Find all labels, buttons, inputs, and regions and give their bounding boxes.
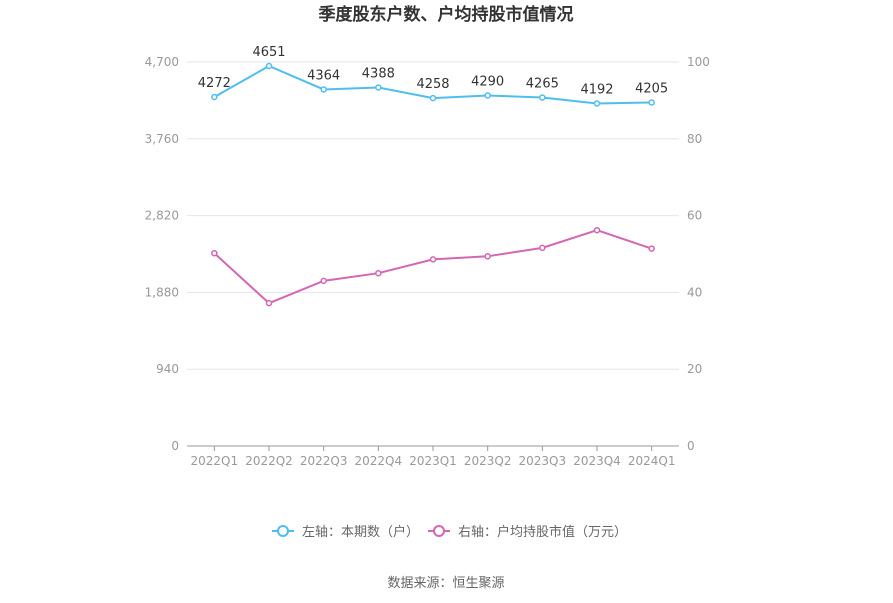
data-label: 4205: [635, 81, 668, 96]
data-label: 4258: [416, 77, 449, 92]
data-point[interactable]: [211, 249, 218, 257]
x-tick-label: 2022Q3: [300, 454, 348, 468]
legend-label: 左轴：本期数（户）: [302, 524, 419, 540]
y-right-tick-label: 100: [687, 55, 710, 69]
y-left-tick-label: 0: [171, 439, 179, 453]
data-label: 4290: [471, 74, 504, 89]
x-tick-label: 2022Q4: [355, 454, 403, 468]
data-point[interactable]: [375, 84, 382, 91]
data-point[interactable]: [484, 253, 491, 260]
data-point[interactable]: [429, 256, 437, 263]
data-point[interactable]: [265, 62, 273, 70]
data-label: 4364: [307, 68, 340, 83]
x-tick-label: 2023Q3: [519, 454, 567, 468]
data-point[interactable]: [539, 94, 546, 101]
x-tick-label: 2024Q1: [628, 454, 676, 468]
data-point[interactable]: [320, 86, 327, 93]
data-point[interactable]: [648, 99, 655, 106]
legend-marker: [433, 525, 445, 537]
data-point[interactable]: [484, 92, 491, 99]
data-point[interactable]: [593, 226, 601, 234]
data-point[interactable]: [539, 244, 546, 252]
y-right-tick-label: 40: [687, 285, 702, 299]
series-group: [211, 62, 655, 307]
data-point[interactable]: [265, 299, 273, 307]
x-tick-label: 2023Q4: [573, 454, 621, 468]
data-label: 4192: [580, 83, 613, 98]
data-point[interactable]: [593, 100, 601, 107]
y-left-tick-label: 2,820: [145, 209, 179, 223]
data-point[interactable]: [648, 245, 655, 252]
axes: 0 940 1,880 2,820 3,760 4,700 0 20 40 60 80 100 2022…: [145, 55, 710, 468]
legend-marker: [277, 525, 289, 537]
x-tick-label: 2022Q2: [245, 454, 293, 468]
data-label: 4272: [198, 76, 231, 91]
data-point[interactable]: [320, 277, 327, 285]
legend-item-2[interactable]: 右轴：户均持股市值（万元）: [428, 524, 627, 540]
x-tick-label: 2022Q1: [191, 454, 239, 468]
y-left-tick-label: 3,760: [145, 132, 179, 146]
y-right-tick-label: 60: [687, 209, 702, 223]
legend-item-1[interactable]: 左轴：本期数（户）: [272, 524, 419, 540]
gridlines: [187, 61, 679, 370]
data-label: 4265: [526, 77, 559, 92]
y-right-tick-label: 80: [687, 132, 702, 146]
data-label: 4651: [252, 45, 285, 60]
y-left-tick-label: 1,880: [145, 285, 179, 299]
data-labels: 4272 4651 4364 4388 4258 4290 4265 4192 4205: [198, 45, 668, 98]
legend-label: 右轴：户均持股市值（万元）: [458, 524, 627, 540]
data-label: 4388: [362, 66, 395, 81]
data-point[interactable]: [375, 269, 382, 277]
chart-title: 季度股东户数、户均持股市值情况: [319, 4, 574, 25]
data-point[interactable]: [429, 94, 437, 102]
legend[interactable]: 左轴：本期数（户） 右轴：户均持股市值（万元）: [272, 524, 627, 540]
source-note: 数据来源：恒生聚源: [387, 576, 504, 591]
y-right-tick-label: 0: [687, 439, 695, 453]
x-tick-label: 2023Q2: [464, 454, 512, 468]
y-left-tick-label: 4,700: [145, 55, 179, 69]
data-point[interactable]: [211, 93, 218, 101]
y-right-tick-label: 20: [687, 362, 702, 376]
y-left-tick-label: 940: [156, 362, 179, 376]
x-tick-label: 2023Q1: [409, 454, 457, 468]
